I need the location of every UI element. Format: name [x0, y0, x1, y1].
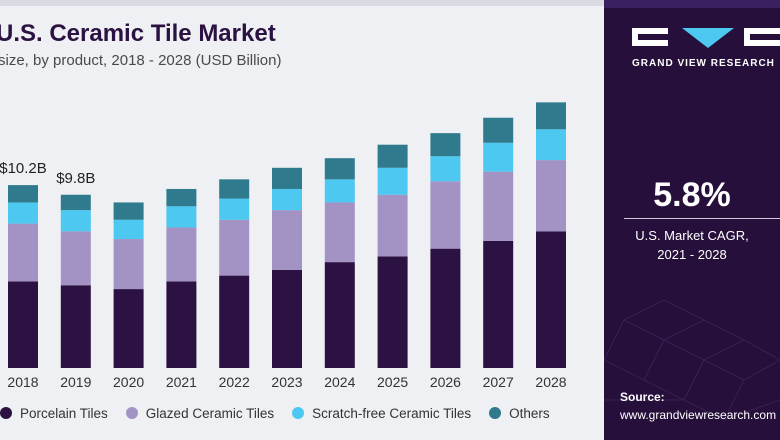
- bar-segment: [113, 202, 144, 220]
- bar-segment: [113, 219, 144, 240]
- legend-label: Scratch-free Ceramic Tiles: [312, 405, 472, 421]
- x-tick-label: 2019: [60, 374, 91, 390]
- bar-segment: [272, 188, 302, 211]
- chart-legend: Porcelain Tiles Glazed Ceramic Tiles Scrat…: [0, 402, 568, 424]
- x-tick-label: 2028: [535, 374, 566, 390]
- bar-segment: [60, 231, 91, 286]
- bar-segment: [483, 117, 514, 143]
- x-tick-label: 2026: [430, 374, 461, 390]
- panel-top-band: [604, 0, 780, 8]
- bar-segment: [113, 289, 144, 368]
- bar-segment: [219, 179, 250, 199]
- bar-segment: [8, 223, 38, 282]
- chart-title: U.S. Ceramic Tile Market: [0, 20, 276, 47]
- bar-segment: [219, 219, 250, 276]
- legend-label: Glazed Ceramic Tiles: [145, 405, 275, 421]
- bar-segment: [60, 210, 91, 232]
- bar-segment: [430, 133, 461, 157]
- bar-segment: [483, 171, 514, 241]
- legend-swatch: [292, 407, 305, 419]
- x-tick-label: 2025: [377, 374, 408, 390]
- bar-segment: [324, 179, 355, 203]
- x-tick-label: 2021: [166, 374, 197, 390]
- chart-subtitle: size, by product, 2018 - 2028 (USD Billi…: [0, 52, 282, 69]
- legend-label: Others: [509, 405, 550, 421]
- bar-segment: [60, 194, 91, 211]
- bar-segment: [324, 158, 355, 180]
- data-label: $10.2B: [0, 160, 47, 177]
- x-tick-label: 2020: [113, 374, 144, 390]
- bar-segment: [324, 262, 355, 368]
- bar-segment: [166, 188, 197, 207]
- bar-segment: [377, 194, 408, 257]
- bar-segment: [60, 285, 91, 368]
- bar-segment: [430, 181, 461, 249]
- bar-segment: [536, 231, 566, 368]
- info-panel: GRAND VIEW RESEARCH 5.8% U.S. Market CAG…: [604, 0, 780, 440]
- cagr-label: U.S. Market CAGR, 2021 - 2028: [604, 226, 780, 264]
- x-tick-label: 2023: [271, 374, 302, 390]
- bar-segment: [324, 202, 355, 263]
- source-url[interactable]: www.grandviewresearch.com: [620, 408, 777, 422]
- legend-item: Scratch-free Ceramic Tiles: [292, 406, 471, 421]
- bar-segment: [166, 227, 197, 282]
- bar-segment: [8, 185, 38, 203]
- bar-segment: [272, 167, 302, 189]
- cagr-divider: [624, 218, 780, 219]
- stacked-bar-chart: 2018 2019 2020 2021 2022 2023 2024 2025 2026 2027…: [0, 102, 567, 390]
- cagr-label-line2: 2021 - 2028: [657, 247, 727, 262]
- cagr-value: 5.8%: [653, 176, 731, 214]
- bar-segment: [430, 156, 461, 182]
- bar-segment: [377, 256, 408, 368]
- legend-swatch: [125, 407, 138, 419]
- brand-logo-icon: [632, 28, 780, 48]
- bar-segment: [219, 198, 250, 220]
- legend-swatch: [489, 407, 502, 419]
- bar-segment: [272, 210, 302, 270]
- legend-item: Glazed Ceramic Tiles: [125, 405, 275, 421]
- bar-segment: [536, 129, 566, 161]
- decorative-pattern: [604, 300, 780, 421]
- bar-segment: [536, 160, 566, 232]
- bar-segment: [113, 239, 144, 290]
- source-title: Source:: [620, 390, 665, 404]
- bar-segment: [377, 144, 408, 168]
- bar-segment: [166, 281, 197, 368]
- data-label: $9.8B: [56, 170, 95, 187]
- bar-segment: [536, 102, 566, 130]
- x-tick-label: 2022: [219, 374, 250, 390]
- bar-segment: [377, 167, 408, 195]
- legend-label: Porcelain Tiles: [20, 405, 108, 421]
- cagr-label-line1: U.S. Market CAGR,: [635, 228, 749, 243]
- bar-segment: [8, 202, 38, 224]
- bar-segment: [8, 281, 38, 368]
- bar-segment: [272, 269, 302, 368]
- legend-item: Porcelain Tiles: [0, 406, 108, 421]
- x-tick-label: 2018: [7, 374, 38, 390]
- bar-segment: [483, 240, 514, 368]
- x-tick-label: 2024: [324, 374, 355, 390]
- bar-segment: [430, 248, 461, 368]
- legend-swatch: [0, 407, 12, 419]
- legend-item: Others: [489, 406, 550, 421]
- brand-name: GRAND VIEW RESEARCH: [632, 58, 775, 69]
- x-tick-label: 2027: [483, 374, 514, 390]
- bar-segment: [219, 275, 250, 368]
- bar-segment: [483, 142, 514, 172]
- bar-segment: [166, 206, 197, 228]
